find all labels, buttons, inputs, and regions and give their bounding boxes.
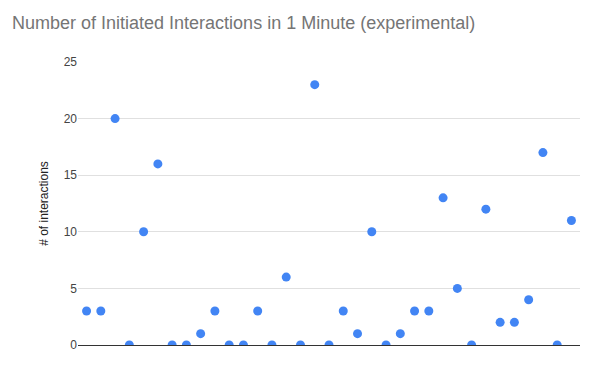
svg-text:# of interactions: # of interactions [37,161,51,246]
svg-text:5: 5 [70,282,77,296]
svg-text:0: 0 [70,338,77,352]
svg-text:20: 20 [64,112,78,126]
svg-text:Number of Initiated Interactio: Number of Initiated Interactions in 1 Mi… [12,13,475,33]
svg-text:25: 25 [64,55,78,69]
svg-text:15: 15 [64,168,78,182]
svg-text:10: 10 [64,225,78,239]
